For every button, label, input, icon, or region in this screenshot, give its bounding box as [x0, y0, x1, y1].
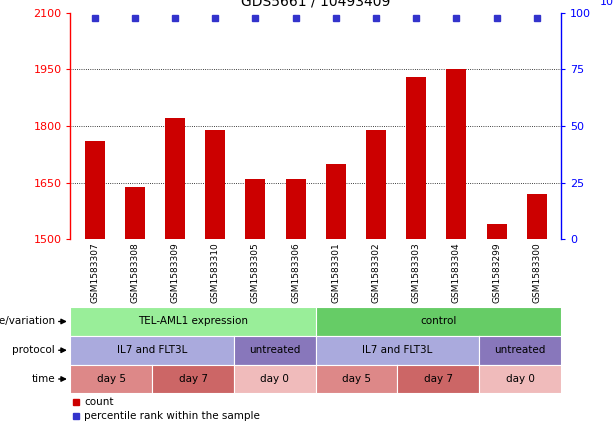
Text: count: count	[84, 397, 113, 407]
Text: day 7: day 7	[178, 374, 208, 384]
Text: 100%: 100%	[600, 0, 613, 7]
Text: untreated: untreated	[249, 345, 300, 355]
Text: day 7: day 7	[424, 374, 453, 384]
Bar	[125, 187, 145, 239]
Bar	[286, 179, 306, 239]
Text: IL7 and FLT3L: IL7 and FLT3L	[117, 345, 188, 355]
Text: control: control	[420, 316, 457, 327]
Bar	[165, 118, 185, 239]
Bar	[326, 164, 346, 239]
Text: TEL-AML1 expression: TEL-AML1 expression	[138, 316, 248, 327]
Title: GDS5661 / 10493409: GDS5661 / 10493409	[241, 0, 390, 9]
Text: day 5: day 5	[97, 374, 126, 384]
Bar	[366, 130, 386, 239]
Text: percentile rank within the sample: percentile rank within the sample	[84, 411, 260, 420]
Bar	[446, 69, 466, 239]
Bar	[245, 179, 265, 239]
Text: protocol: protocol	[12, 345, 55, 355]
Text: genotype/variation: genotype/variation	[0, 316, 55, 327]
Text: day 0: day 0	[506, 374, 535, 384]
Text: day 0: day 0	[261, 374, 289, 384]
Bar	[487, 224, 506, 239]
Text: untreated: untreated	[494, 345, 546, 355]
Bar	[527, 194, 547, 239]
Bar	[85, 141, 105, 239]
Text: day 5: day 5	[342, 374, 371, 384]
Bar	[406, 77, 426, 239]
Text: IL7 and FLT3L: IL7 and FLT3L	[362, 345, 433, 355]
Bar	[205, 130, 225, 239]
Text: time: time	[31, 374, 55, 384]
